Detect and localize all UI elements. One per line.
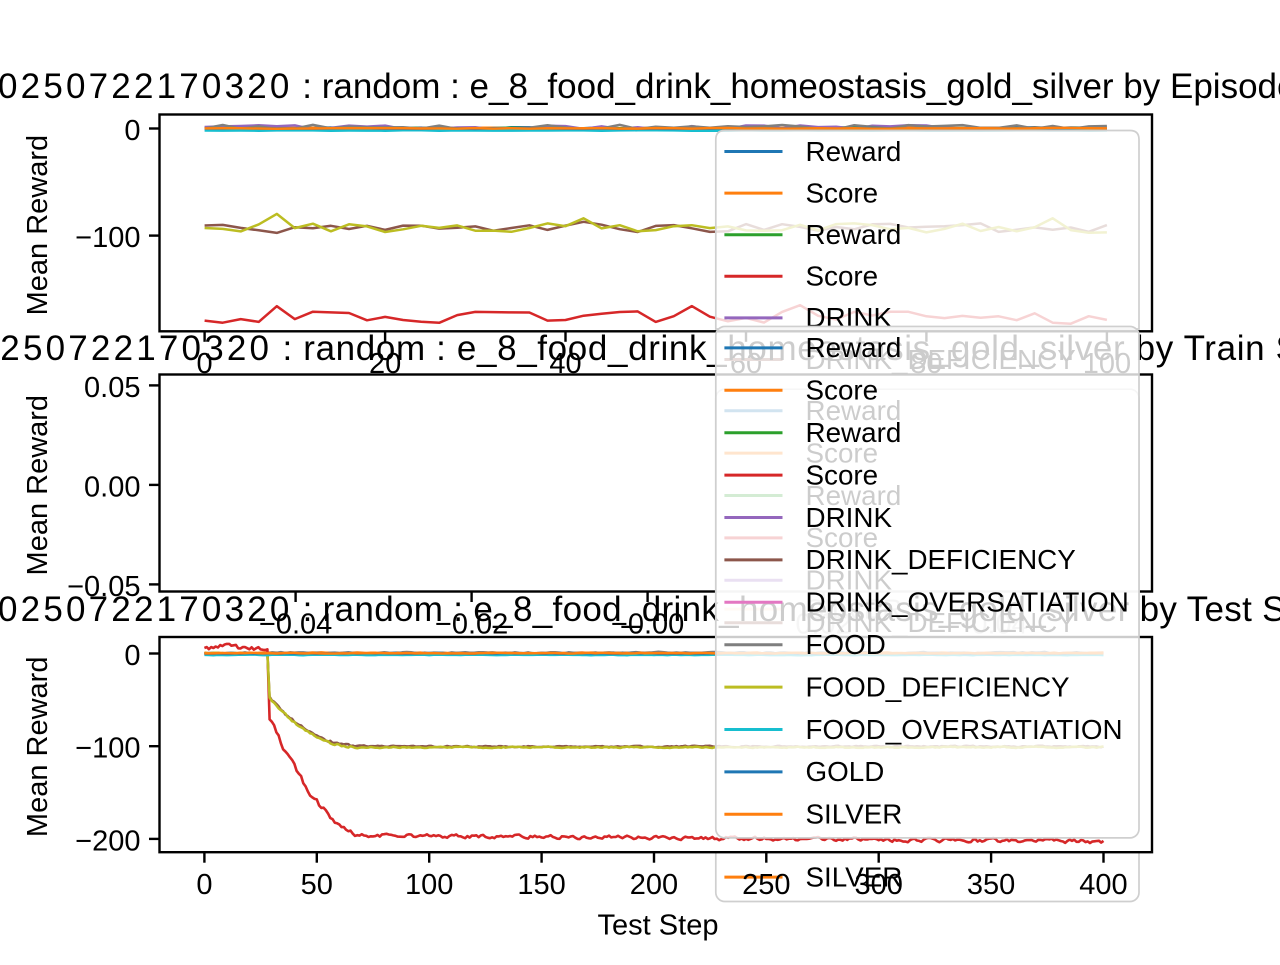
svg-text:0.00: 0.00: [84, 471, 140, 503]
svg-text:250: 250: [742, 869, 790, 901]
svg-text:50: 50: [301, 869, 333, 901]
svg-text:−100: −100: [75, 222, 140, 254]
svg-text:0: 0: [124, 640, 140, 672]
svg-text:350: 350: [967, 869, 1015, 901]
svg-text:DRINK_DEFICIENCY: DRINK_DEFICIENCY: [806, 544, 1076, 575]
svg-text:Score: Score: [806, 375, 879, 406]
svg-text:Score: Score: [806, 261, 879, 292]
svg-text:DRINK_OVERSATIATION: DRINK_OVERSATIATION: [806, 587, 1129, 618]
svg-text:−0.00: −0.00: [611, 608, 684, 640]
svg-text:Mean Reward: Mean Reward: [22, 135, 54, 316]
svg-text:−0.04: −0.04: [259, 608, 332, 640]
svg-text:GOLD: GOLD: [806, 756, 885, 787]
svg-text:0.05: 0.05: [84, 372, 140, 404]
svg-text:100: 100: [405, 869, 453, 901]
svg-text:SILVER: SILVER: [806, 861, 903, 892]
svg-text:300: 300: [855, 869, 903, 901]
svg-text:FOOD_DEFICIENCY: FOOD_DEFICIENCY: [806, 671, 1070, 702]
svg-text:0: 0: [197, 348, 213, 380]
svg-text:0: 0: [196, 869, 212, 901]
svg-text:DRINK: DRINK: [806, 502, 893, 533]
svg-text:400: 400: [1079, 869, 1127, 901]
svg-text:150: 150: [517, 869, 565, 901]
svg-text:FOOD_OVERSATIATION: FOOD_OVERSATIATION: [806, 714, 1123, 745]
svg-text:Score: Score: [806, 459, 879, 490]
svg-text:FOOD: FOOD: [806, 629, 886, 660]
svg-text:0: 0: [124, 115, 140, 147]
svg-text:Score: Score: [806, 177, 879, 208]
svg-text:−0.02: −0.02: [435, 608, 508, 640]
svg-text:Reward: Reward: [806, 417, 902, 448]
svg-text:Mean Reward: Mean Reward: [22, 657, 54, 838]
svg-text:Test Step: Test Step: [598, 910, 719, 942]
svg-text:−200: −200: [75, 825, 140, 857]
svg-text:SILVER: SILVER: [806, 799, 903, 830]
svg-text:Reward: Reward: [806, 136, 902, 167]
svg-text:−0.05: −0.05: [67, 571, 140, 603]
svg-text:200: 200: [630, 869, 678, 901]
svg-text:Reward: Reward: [806, 332, 902, 363]
svg-text:Mean Reward: Mean Reward: [22, 395, 54, 576]
svg-text:Reward: Reward: [806, 219, 902, 250]
svg-text:−100: −100: [75, 733, 140, 765]
svg-text:20250722170320 : random : e_8_: 20250722170320 : random : e_8_food_drink…: [0, 67, 1280, 106]
